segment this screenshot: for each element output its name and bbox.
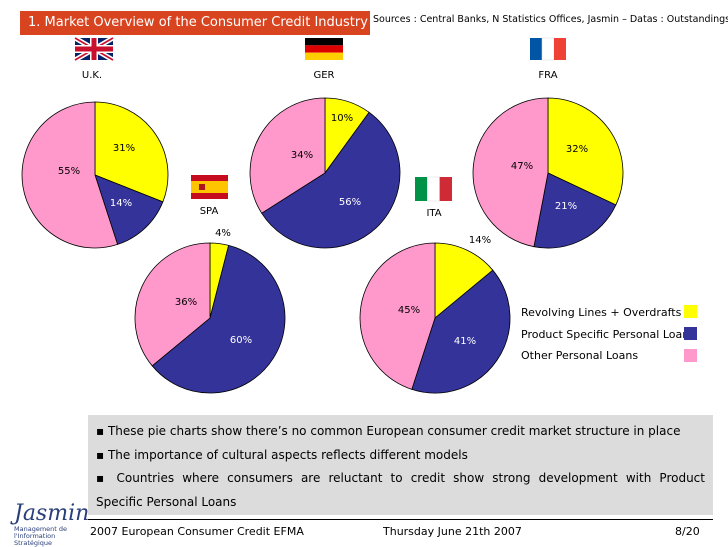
country-label-ita: ITA: [426, 208, 441, 219]
slice-label-fra-other: 47%: [511, 161, 533, 172]
slice-label-fra-revolving: 32%: [566, 144, 588, 155]
footer-divider: [88, 519, 713, 520]
slice-label-ita-product-specific: 41%: [454, 336, 476, 347]
pie-slice-fra-other: [472, 97, 549, 248]
conclusions-box: ▪ These pie charts show there’s no commo…: [88, 415, 713, 515]
country-label-spa: SPA: [200, 206, 219, 217]
logo-wordmark: Jasmin: [14, 501, 90, 526]
pie-slice-uk-revolving: [94, 101, 169, 203]
pie-slice-ita-other: [359, 242, 436, 390]
bullet-no-common-structure: ▪ These pie charts show there’s no commo…: [96, 424, 681, 438]
flag-uk: [73, 35, 115, 63]
flag-ita: [415, 176, 452, 202]
legend-label-product-specific: Product Specific Personal Loans: [521, 328, 695, 341]
slice-label-ita-revolving: 14%: [469, 235, 491, 246]
slice-label-ger-revolving: 10%: [331, 113, 353, 124]
bullet-reluctant-countries: ▪ Countries where consumers are reluctan…: [96, 471, 705, 485]
slice-label-spa-other: 36%: [175, 297, 197, 308]
pie-slice-spa-other: [134, 242, 211, 367]
slice-label-spa-revolving: 4%: [215, 228, 231, 239]
slice-label-fra-product-specific: 21%: [555, 201, 577, 212]
country-label-fra: FRA: [538, 70, 557, 81]
legend-label-other: Other Personal Loans: [521, 349, 639, 362]
footer-date: Thursday June 21th 2007: [383, 525, 522, 538]
page-number: 8/20: [675, 525, 700, 538]
slice-label-ita-other: 45%: [398, 305, 420, 316]
legend-swatch-other: [684, 349, 697, 362]
bullet-reluctant-countries-cont: Specific Personal Loans: [96, 495, 237, 509]
legend-swatch-revolving: [684, 305, 697, 318]
pie-slice-uk-other: [21, 101, 119, 249]
pie-slice-ita-product-specific: [411, 269, 511, 394]
jasmin-logo: Jasmin Management de l'Information Straté…: [4, 501, 90, 547]
logo-tagline: Management de l'Information Stratégique: [14, 525, 68, 547]
sources-note: Sources : Central Banks, N Statistics Of…: [373, 14, 728, 25]
pie-slice-spa-product-specific: [151, 244, 286, 394]
pie-slice-fra-revolving: [547, 97, 624, 206]
pie-slice-fra-product-specific: [533, 172, 617, 249]
pie-slice-ita-revolving: [434, 242, 494, 319]
slice-label-ger-product-specific: 56%: [339, 197, 361, 208]
country-label-ger: GER: [313, 70, 334, 81]
slice-label-uk-product-specific: 14%: [110, 198, 132, 209]
bullet-cultural-aspects: ▪ The importance of cultural aspects ref…: [96, 448, 468, 462]
page-title: 1. Market Overview of the Consumer Credi…: [20, 11, 370, 35]
slice-label-uk-revolving: 31%: [113, 143, 135, 154]
legend-swatch-product-specific: [684, 327, 697, 340]
legend-label-revolving: Revolving Lines + Overdrafts: [521, 306, 682, 319]
flag-fra: [530, 37, 566, 61]
slice-label-uk-other: 55%: [58, 166, 80, 177]
flag-ger: [305, 38, 343, 60]
country-label-uk: U.K.: [82, 70, 102, 81]
pie-slice-ger-product-specific: [261, 111, 401, 249]
slice-label-spa-product-specific: 60%: [230, 335, 252, 346]
flag-spa: [191, 175, 228, 199]
slice-label-ger-other: 34%: [291, 150, 313, 161]
pie-slice-ger-other: [249, 97, 326, 214]
footer-event: 2007 European Consumer Credit EFMA: [90, 525, 304, 538]
